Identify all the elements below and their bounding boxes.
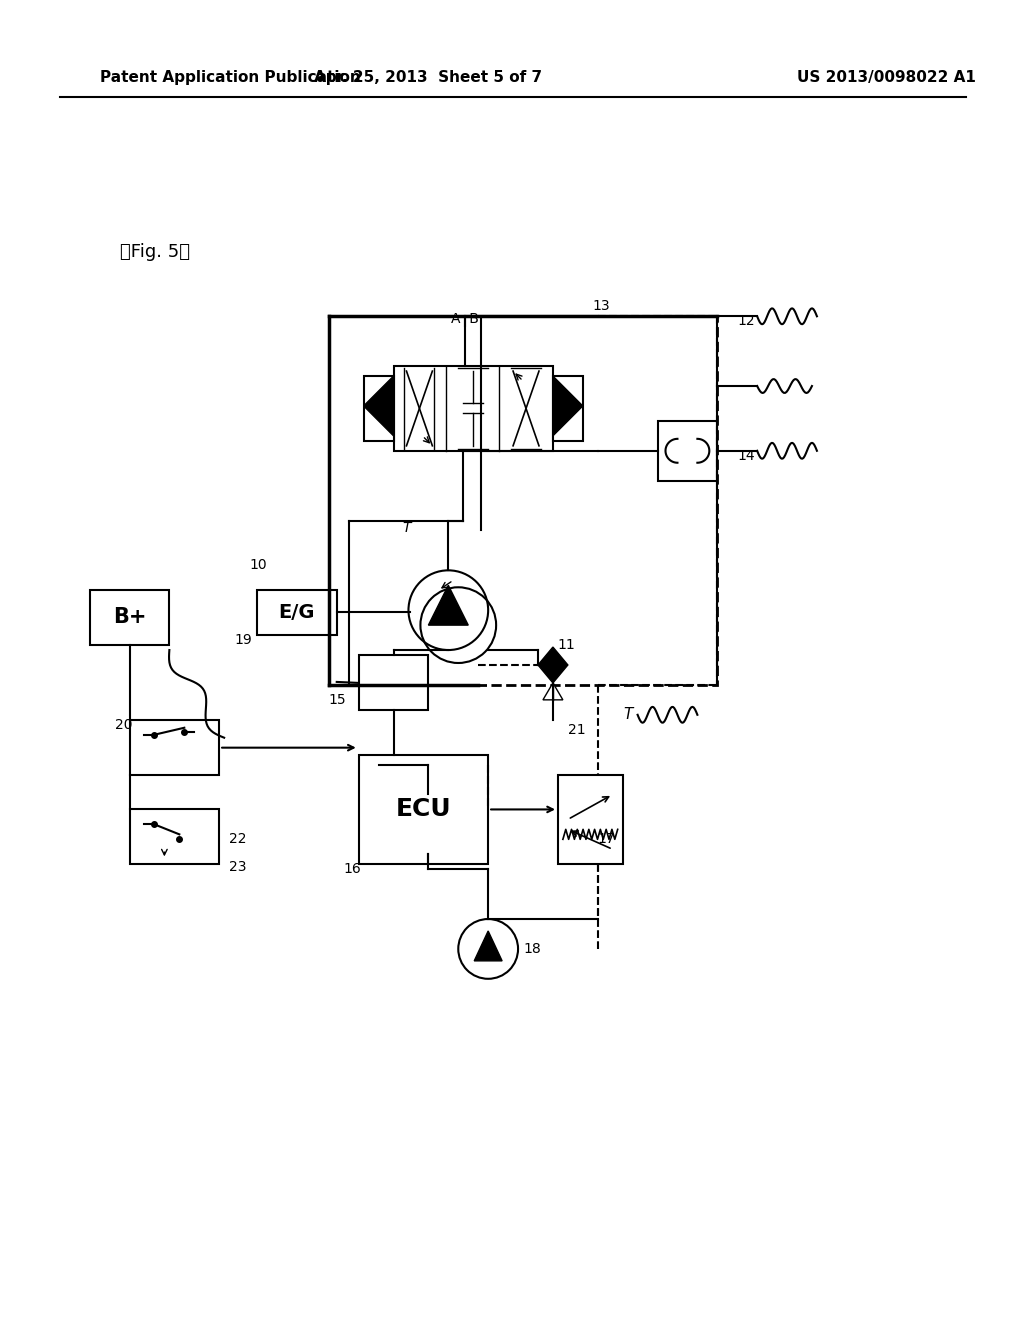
Polygon shape bbox=[364, 376, 393, 436]
Text: 【Fig. 5】: 【Fig. 5】 bbox=[120, 243, 189, 260]
Text: 19: 19 bbox=[234, 634, 252, 647]
Bar bbox=[90, 590, 169, 645]
Text: Apr. 25, 2013  Sheet 5 of 7: Apr. 25, 2013 Sheet 5 of 7 bbox=[314, 70, 543, 84]
Bar bbox=[553, 376, 583, 441]
Text: A  B: A B bbox=[452, 313, 479, 326]
Polygon shape bbox=[474, 931, 502, 961]
Polygon shape bbox=[553, 376, 583, 436]
Text: 14: 14 bbox=[737, 449, 755, 463]
Text: 12: 12 bbox=[737, 314, 755, 329]
Text: E/G: E/G bbox=[279, 603, 315, 622]
Text: 23: 23 bbox=[229, 861, 247, 874]
Text: 15: 15 bbox=[329, 693, 346, 706]
Text: 21: 21 bbox=[568, 723, 586, 737]
Bar bbox=[129, 719, 219, 775]
Text: 18: 18 bbox=[523, 942, 541, 956]
Text: 20: 20 bbox=[115, 718, 132, 731]
Bar bbox=[657, 421, 717, 480]
Polygon shape bbox=[428, 585, 468, 626]
Text: T: T bbox=[623, 708, 633, 722]
Bar bbox=[358, 755, 488, 865]
Text: 17: 17 bbox=[598, 833, 615, 846]
Text: 16: 16 bbox=[344, 862, 361, 876]
Text: 22: 22 bbox=[229, 833, 247, 846]
Text: 13: 13 bbox=[593, 300, 610, 313]
Polygon shape bbox=[538, 647, 568, 682]
Text: Patent Application Publication: Patent Application Publication bbox=[99, 70, 360, 84]
Text: B+: B+ bbox=[113, 607, 146, 627]
Text: 11: 11 bbox=[558, 638, 575, 652]
Bar bbox=[358, 655, 428, 710]
Text: T: T bbox=[402, 521, 411, 536]
Text: ECU: ECU bbox=[395, 797, 452, 821]
Bar bbox=[558, 775, 623, 865]
Text: 10: 10 bbox=[249, 558, 266, 573]
Polygon shape bbox=[543, 682, 563, 700]
Bar bbox=[129, 809, 219, 865]
Bar bbox=[393, 366, 553, 451]
Bar bbox=[257, 590, 337, 635]
Text: US 2013/0098022 A1: US 2013/0098022 A1 bbox=[797, 70, 976, 84]
Bar bbox=[364, 376, 393, 441]
